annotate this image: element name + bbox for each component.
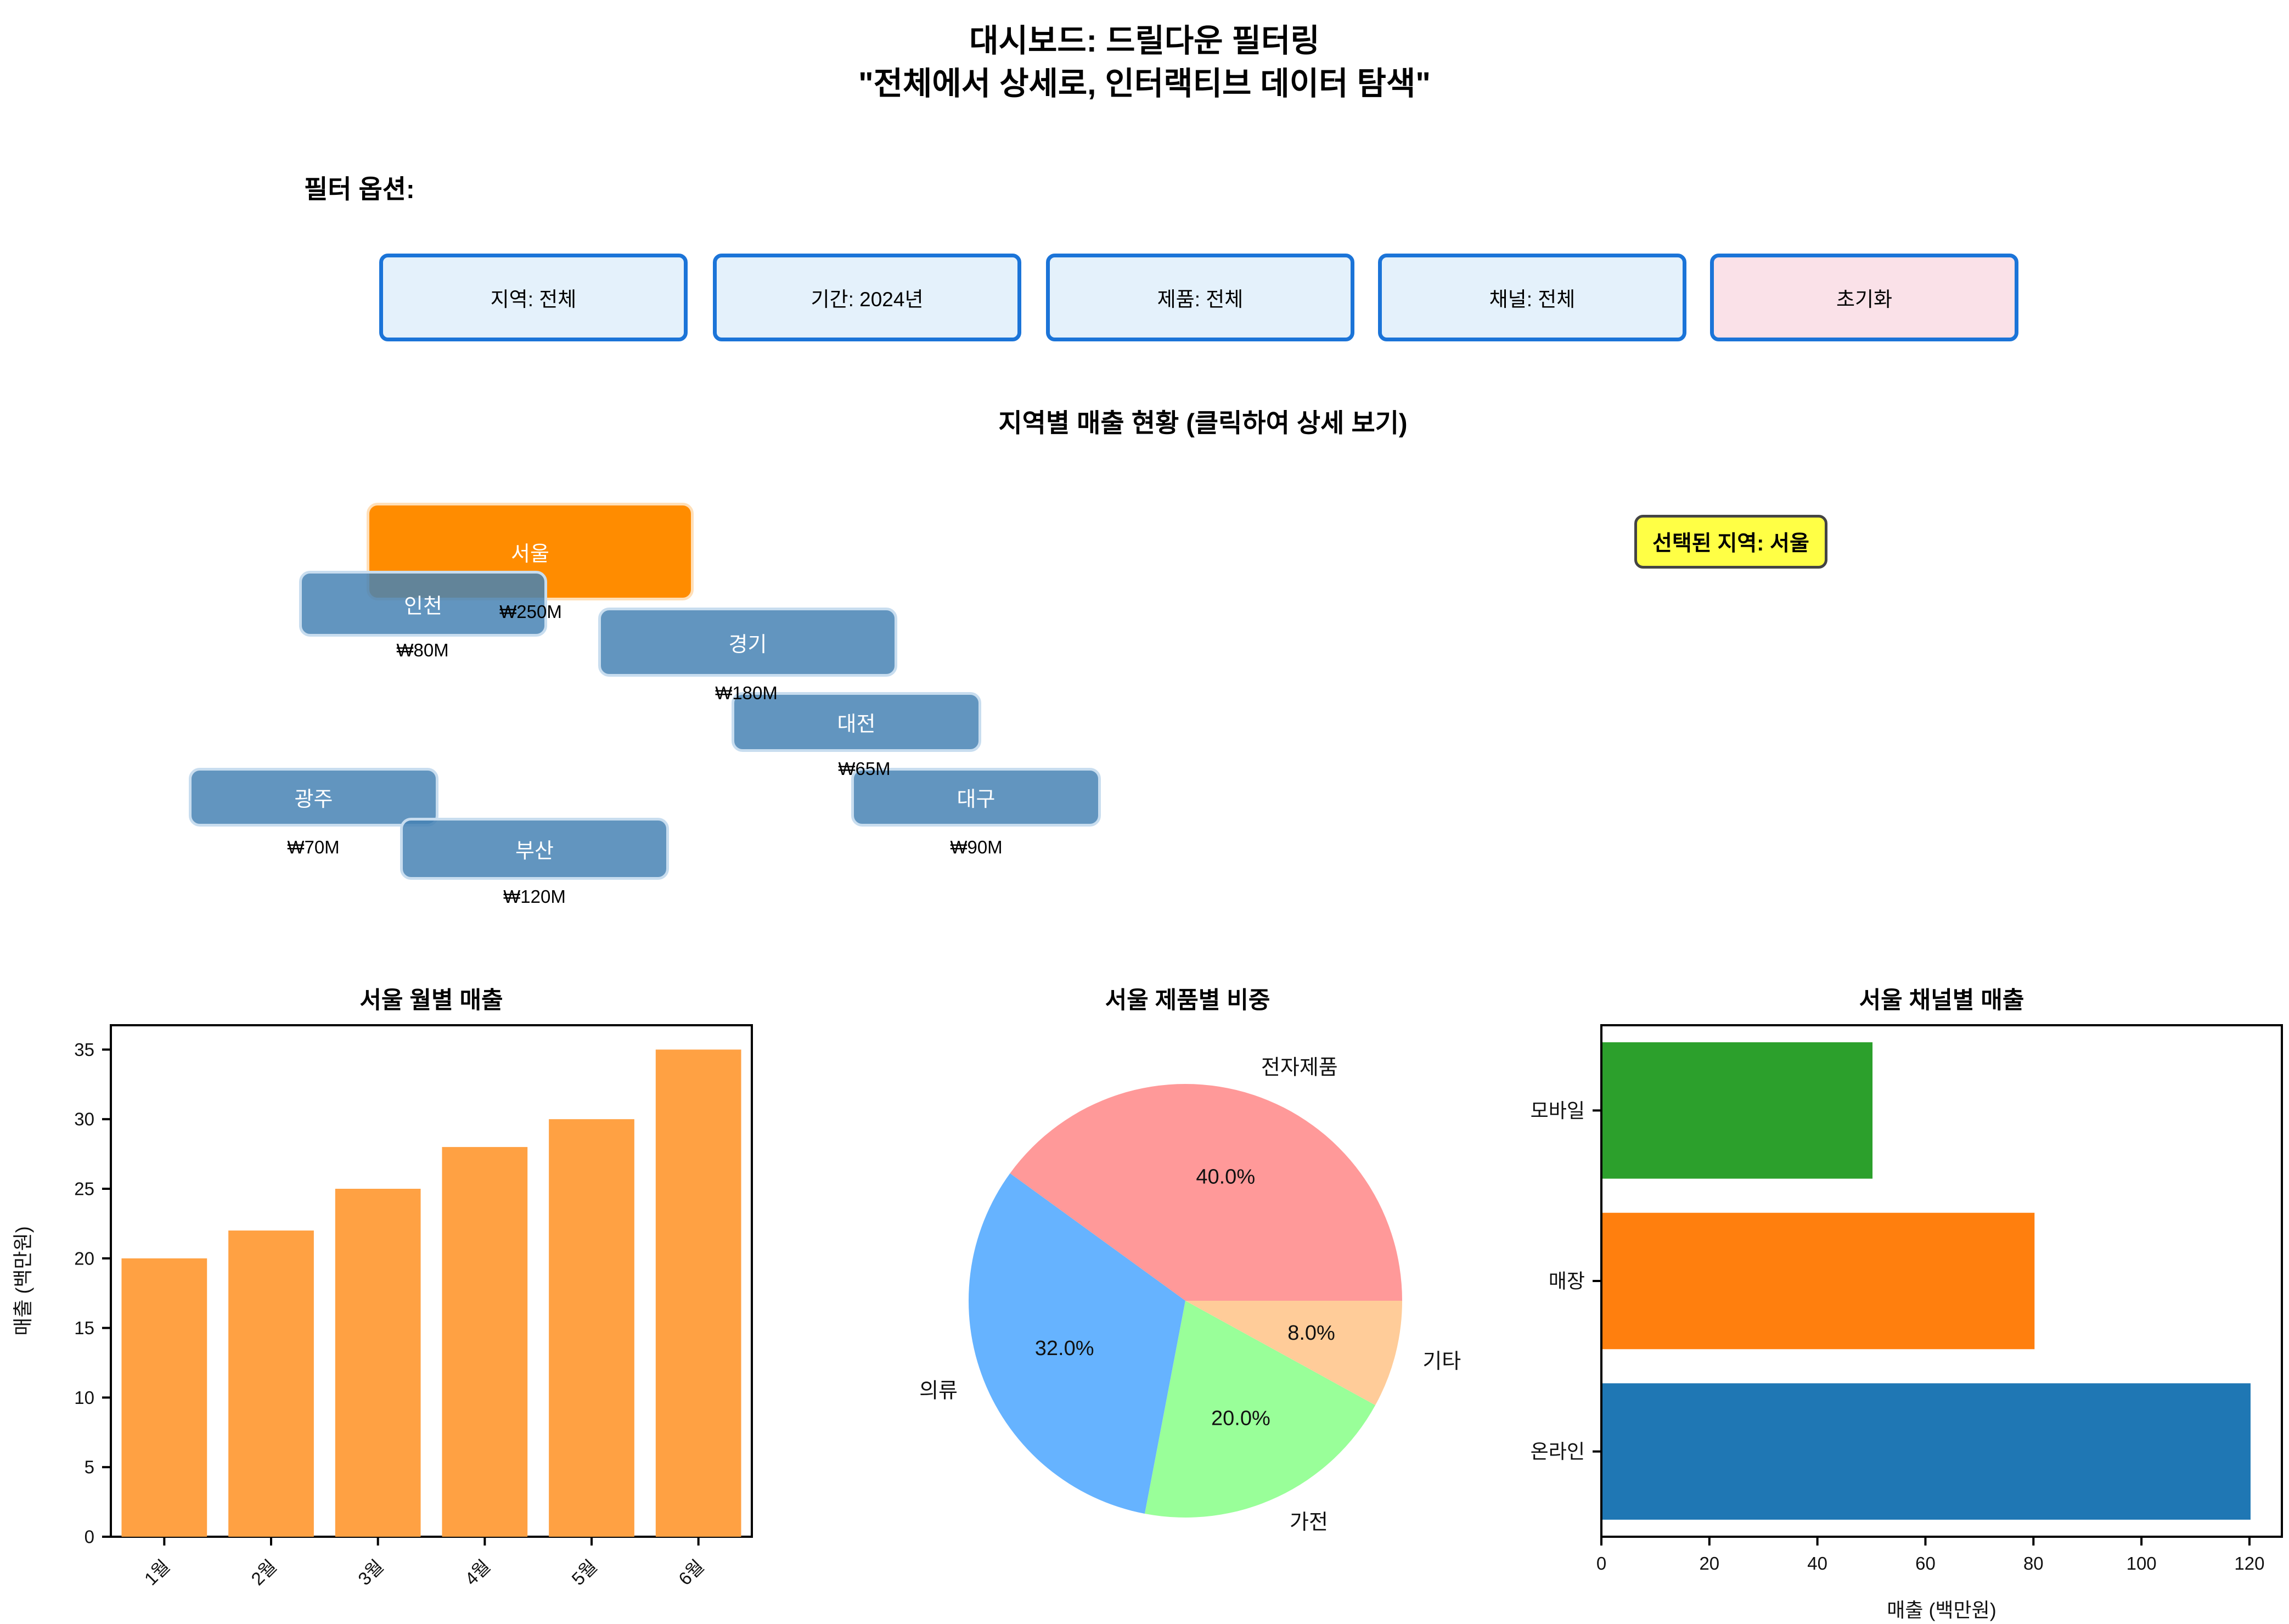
channel-x-axis-label: 매출 (백만원) — [1887, 1599, 1996, 1621]
monthly-chart-title: 서울 월별 매출 — [359, 987, 503, 1014]
pie-percent-의류: 32.0% — [1035, 1337, 1094, 1360]
bar-6월 — [655, 1049, 741, 1537]
y-category-label: 매장 — [1549, 1270, 1585, 1293]
region-box-busan[interactable]: 부산 — [400, 818, 669, 880]
bar-5월 — [549, 1119, 634, 1537]
region-value-busan: ₩120M — [503, 886, 566, 907]
pie-label-기타: 기타 — [1422, 1350, 1461, 1373]
reset-button[interactable]: 초기화 — [1710, 254, 2018, 341]
filter-product-button[interactable]: 제품: 전체 — [1046, 254, 1354, 341]
pie-label-의류: 의류 — [919, 1379, 958, 1402]
region-map-title: 지역별 매출 현황 (클릭하여 상세 보기) — [998, 408, 1408, 437]
pie-slice-가전 — [1144, 1301, 1376, 1518]
region-box-daejeon[interactable]: 대전 — [732, 692, 981, 752]
region-label-daegu: 대구 — [957, 788, 996, 811]
x-tick-label: 1월 — [140, 1556, 174, 1589]
region-box-gwangju[interactable]: 광주 — [189, 768, 438, 827]
pie-percent-기타: 8.0% — [1287, 1322, 1335, 1345]
region-value-gwangju: ₩70M — [287, 837, 340, 857]
y-category-label: 모바일 — [1531, 1099, 1585, 1122]
x-tick-label: 2월 — [247, 1556, 280, 1589]
x-tick-label: 4월 — [461, 1556, 494, 1589]
region-box-daegu[interactable]: 대구 — [851, 768, 1101, 827]
pie-percent-가전: 20.0% — [1211, 1407, 1270, 1430]
x-tick-label: 100 — [2127, 1553, 2157, 1574]
x-tick-label: 60 — [1915, 1553, 1936, 1574]
filter-period-label: 기간: 2024년 — [811, 288, 924, 311]
x-tick-label: 5월 — [567, 1556, 601, 1589]
x-tick-label: 120 — [2234, 1553, 2264, 1574]
region-label-seoul: 서울 — [511, 542, 549, 566]
bar-2월 — [228, 1230, 314, 1537]
region-value-daegu: ₩90M — [950, 837, 1003, 857]
x-tick-label: 40 — [1807, 1553, 1827, 1574]
y-tick-label: 30 — [74, 1109, 94, 1130]
bar-4월 — [442, 1147, 528, 1537]
page-title-line1: 대시보드: 드릴다운 필터링 — [969, 23, 1320, 59]
x-tick-label: 20 — [1699, 1553, 1719, 1574]
pie-slice-전자제품 — [1010, 1083, 1402, 1301]
region-value-incheon: ₩80M — [396, 640, 449, 660]
selected-region-badge: 선택된 지역: 서울 — [1634, 515, 1827, 569]
region-label-incheon: 인천 — [404, 594, 442, 618]
hbar-모바일 — [1602, 1042, 1873, 1179]
y-tick-label: 20 — [74, 1248, 94, 1268]
filter-product-label: 제품: 전체 — [1157, 288, 1244, 311]
page-title-line2: "전체에서 상세로, 인터랙티브 데이터 탐색" — [858, 66, 1431, 102]
filter-region-label: 지역: 전체 — [490, 288, 577, 311]
pie-chart-title: 서울 제품별 비중 — [1105, 987, 1270, 1014]
region-label-gwangju: 광주 — [294, 788, 333, 811]
region-box-incheon[interactable]: 인천 — [299, 571, 547, 637]
region-value-gyeonggi: ₩180M — [715, 683, 778, 703]
region-value-seoul: ₩250M — [499, 602, 562, 622]
region-value-daejeon: ₩65M — [838, 758, 891, 779]
y-tick-label: 25 — [74, 1178, 94, 1199]
pie-percent-전자제품: 40.0% — [1196, 1166, 1255, 1189]
reset-label: 초기화 — [1836, 288, 1893, 311]
y-category-label: 온라인 — [1531, 1440, 1585, 1463]
x-tick-label: 6월 — [674, 1556, 708, 1589]
pie-label-가전: 가전 — [1290, 1511, 1328, 1534]
x-tick-label: 80 — [2023, 1553, 2044, 1574]
x-tick-label: 3월 — [354, 1556, 387, 1589]
channel-chart-title: 서울 채널별 매출 — [1859, 987, 2024, 1014]
pie-slice-의류 — [968, 1173, 1185, 1514]
hbar-온라인 — [1602, 1383, 2251, 1520]
filter-period-button[interactable]: 기간: 2024년 — [713, 254, 1021, 341]
pie-slice-기타 — [1185, 1301, 1402, 1406]
y-tick-label: 15 — [74, 1318, 94, 1338]
bar-1월 — [121, 1258, 207, 1537]
region-label-daejeon: 대전 — [837, 713, 876, 736]
region-label-gyeonggi: 경기 — [728, 633, 767, 656]
x-tick-label: 0 — [1596, 1553, 1606, 1574]
y-tick-label: 5 — [85, 1457, 94, 1477]
region-box-gyeonggi[interactable]: 경기 — [598, 608, 897, 677]
filter-channel-button[interactable]: 채널: 전체 — [1378, 254, 1686, 341]
monthly-axes-frame — [110, 1024, 753, 1538]
y-tick-label: 10 — [74, 1387, 94, 1408]
y-tick-label: 35 — [74, 1039, 94, 1060]
filter-options-label: 필터 옵션: — [304, 175, 415, 204]
y-tick-label: 0 — [85, 1527, 94, 1547]
filter-region-button[interactable]: 지역: 전체 — [379, 254, 688, 341]
page-title: 대시보드: 드릴다운 필터링 "전체에서 상세로, 인터랙티브 데이터 탐색" — [0, 20, 2289, 106]
filter-channel-label: 채널: 전체 — [1489, 288, 1576, 311]
bar-3월 — [335, 1188, 421, 1537]
region-label-busan: 부산 — [515, 840, 554, 863]
pie-label-전자제품: 전자제품 — [1261, 1056, 1338, 1079]
monthly-y-axis-label: 매출 (백만원) — [12, 1226, 34, 1336]
hbar-매장 — [1602, 1212, 2035, 1350]
